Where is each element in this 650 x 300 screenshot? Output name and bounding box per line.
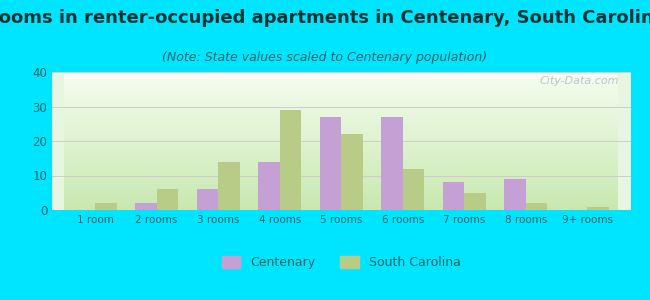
- Bar: [95, 203, 116, 210]
- Bar: [320, 117, 341, 210]
- Bar: [588, 206, 609, 210]
- Text: (Note: State values scaled to Centenary population): (Note: State values scaled to Centenary …: [162, 51, 488, 64]
- Bar: [218, 162, 240, 210]
- Bar: [464, 193, 486, 210]
- Bar: [504, 179, 526, 210]
- Legend: Centenary, South Carolina: Centenary, South Carolina: [215, 250, 467, 275]
- Bar: [196, 189, 218, 210]
- Bar: [443, 182, 464, 210]
- Bar: [341, 134, 363, 210]
- Bar: [258, 162, 280, 210]
- Text: Rooms in renter-occupied apartments in Centenary, South Carolina: Rooms in renter-occupied apartments in C…: [0, 9, 650, 27]
- Bar: [157, 189, 178, 210]
- Text: City-Data.com: City-Data.com: [540, 76, 619, 86]
- Bar: [403, 169, 424, 210]
- Bar: [382, 117, 403, 210]
- Bar: [526, 203, 547, 210]
- Bar: [280, 110, 301, 210]
- Bar: [135, 203, 157, 210]
